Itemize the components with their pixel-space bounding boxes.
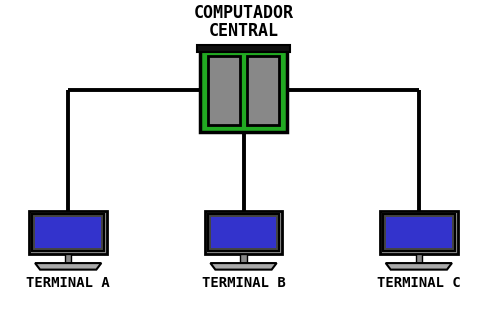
Bar (386, 217, 451, 248)
Bar (207, 56, 240, 125)
Bar (29, 211, 107, 255)
Bar (205, 211, 282, 255)
Polygon shape (210, 263, 277, 270)
Bar (36, 217, 101, 248)
Text: TERMINAL B: TERMINAL B (202, 276, 285, 290)
Bar (241, 255, 246, 263)
Bar (383, 214, 455, 251)
Text: COMPUTADOR: COMPUTADOR (193, 5, 294, 23)
Bar (207, 214, 280, 251)
Polygon shape (386, 263, 452, 270)
Bar (247, 56, 280, 125)
Bar (380, 211, 458, 255)
Bar (416, 255, 422, 263)
Bar (32, 214, 104, 251)
Polygon shape (35, 263, 101, 270)
Bar (198, 45, 289, 52)
Text: TERMINAL C: TERMINAL C (377, 276, 461, 290)
Text: TERMINAL A: TERMINAL A (26, 276, 110, 290)
Text: CENTRAL: CENTRAL (208, 23, 279, 40)
Bar (65, 255, 71, 263)
Bar (200, 48, 287, 132)
Bar (211, 217, 276, 248)
